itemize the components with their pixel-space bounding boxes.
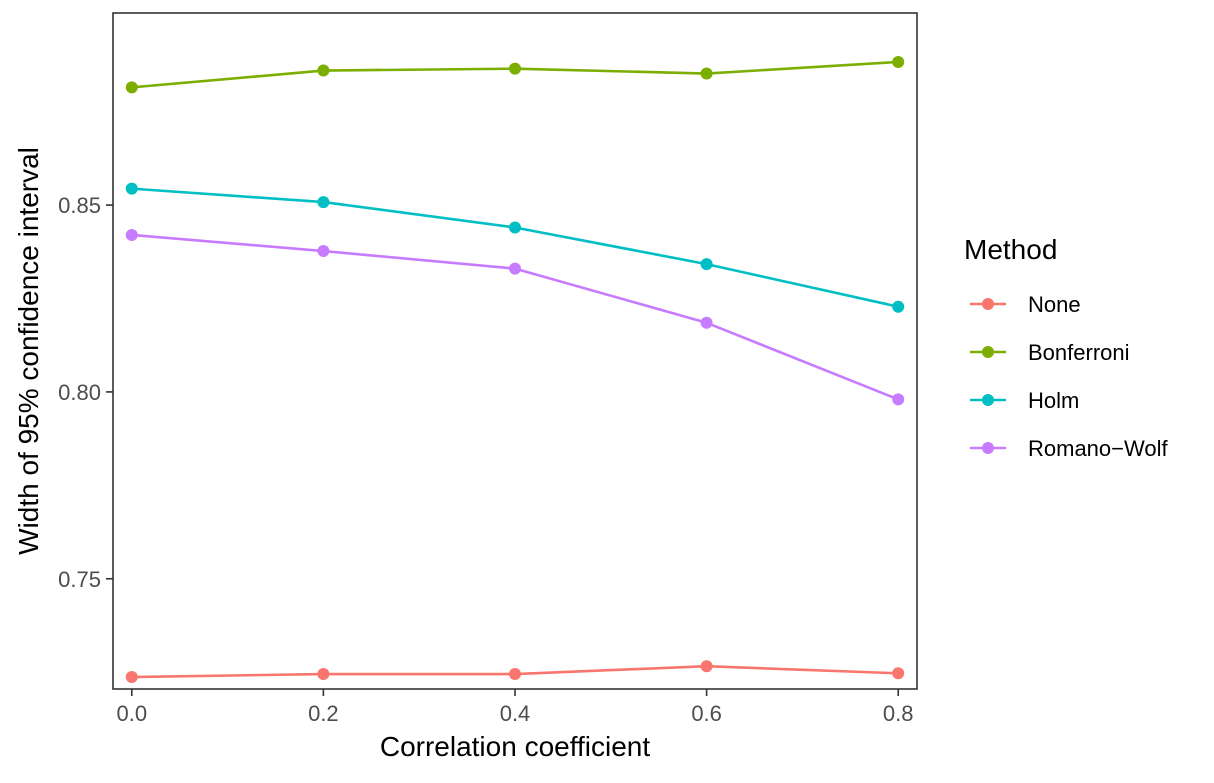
legend-label: Romano−Wolf <box>1028 436 1168 461</box>
series-layer <box>125 55 905 684</box>
legend-item-holm: Holm <box>970 388 1079 413</box>
legend: Method None Bonferroni Holm Romano−Wolf <box>964 234 1168 461</box>
series-bonferroni <box>125 55 905 94</box>
data-point-none <box>125 671 138 684</box>
x-tick-label: 0.8 <box>883 701 914 726</box>
data-point-bonferroni <box>125 81 138 94</box>
series-romano-wolf <box>125 228 905 406</box>
legend-title: Method <box>964 234 1057 265</box>
data-point-romano-wolf <box>892 393 905 406</box>
legend-key-point <box>982 394 994 406</box>
x-axis-title: Correlation coefficient <box>380 731 651 762</box>
data-point-none <box>700 660 713 673</box>
data-point-none <box>509 668 521 681</box>
y-tick-label: 0.85 <box>58 193 101 218</box>
legend-item-none: None <box>970 292 1081 317</box>
data-point-holm <box>125 182 138 195</box>
series-none <box>125 660 905 684</box>
legend-item-bonferroni: Bonferroni <box>970 340 1130 365</box>
x-tick-label: 0.4 <box>500 701 531 726</box>
legend-label: Holm <box>1028 388 1079 413</box>
x-axis: 0.0 0.2 0.4 0.6 0.8 <box>116 689 914 726</box>
x-tick-label: 0.2 <box>308 701 339 726</box>
legend-key-point <box>982 346 994 358</box>
data-point-holm <box>509 221 521 234</box>
data-point-romano-wolf <box>317 245 330 258</box>
data-point-none <box>892 667 905 680</box>
series-holm <box>125 182 905 313</box>
y-axis: 0.75 0.80 0.85 <box>58 193 113 592</box>
data-point-holm <box>892 300 905 313</box>
y-tick-label: 0.75 <box>58 567 101 592</box>
legend-key-point <box>982 442 994 454</box>
legend-key-point <box>982 298 994 310</box>
data-point-bonferroni <box>700 67 713 80</box>
legend-label: None <box>1028 292 1081 317</box>
data-point-romano-wolf <box>700 316 713 329</box>
data-point-none <box>317 668 330 681</box>
data-point-bonferroni <box>317 64 330 77</box>
legend-label: Bonferroni <box>1028 340 1130 365</box>
x-tick-label: 0.0 <box>116 701 147 726</box>
data-point-romano-wolf <box>509 262 521 275</box>
data-point-bonferroni <box>509 62 521 75</box>
data-point-holm <box>317 196 330 209</box>
data-point-romano-wolf <box>125 228 138 241</box>
legend-item-romano-wolf: Romano−Wolf <box>970 436 1168 461</box>
data-point-bonferroni <box>892 55 905 68</box>
plot-panel <box>113 13 917 689</box>
y-tick-label: 0.80 <box>58 380 101 405</box>
y-axis-title: Width of 95% confidence interval <box>13 147 44 555</box>
data-point-holm <box>700 258 713 271</box>
x-tick-label: 0.6 <box>691 701 722 726</box>
